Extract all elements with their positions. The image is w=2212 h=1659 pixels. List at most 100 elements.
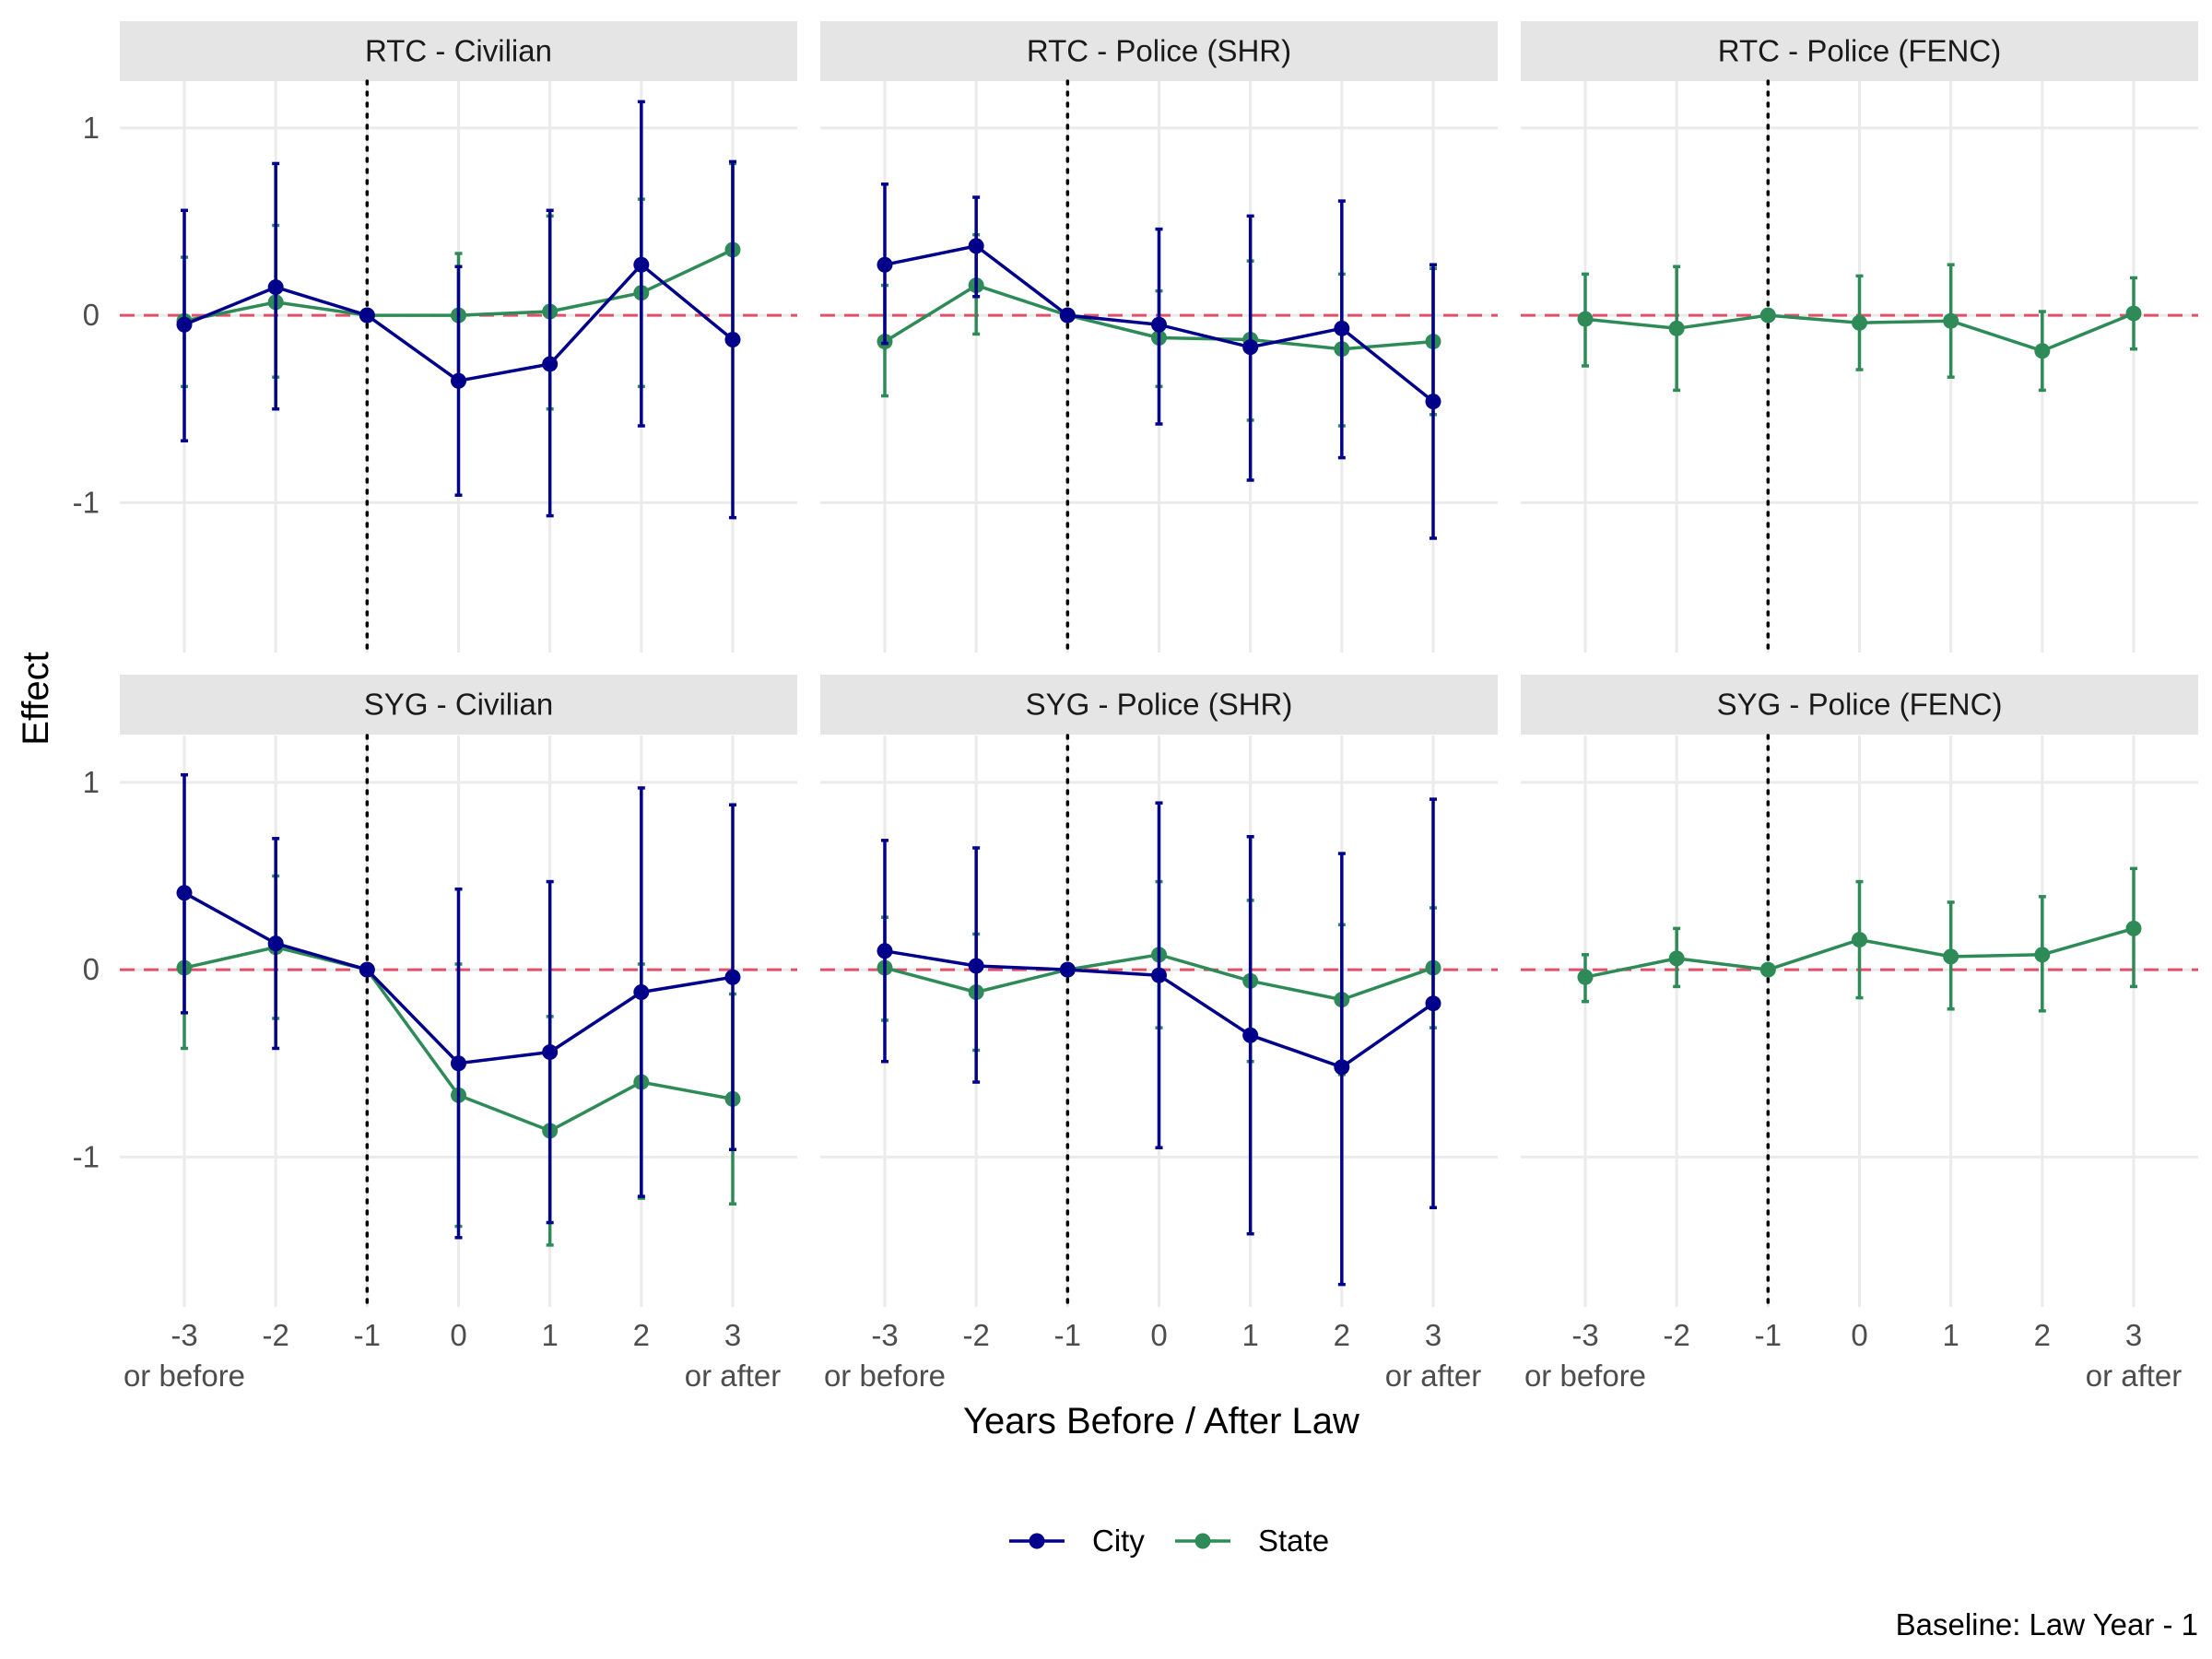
- x-tick-label: 2: [1334, 1318, 1350, 1352]
- x-tick-sublabel: or before: [124, 1359, 245, 1393]
- x-tick-label: -2: [262, 1318, 288, 1352]
- y-tick-label: 0: [83, 952, 100, 986]
- data-point: [1852, 932, 1867, 948]
- x-tick-label: -1: [1755, 1318, 1782, 1352]
- data-point: [724, 969, 741, 985]
- series-city: [176, 772, 741, 1240]
- facet-title: RTC - Civilian: [365, 34, 552, 68]
- x-tick-sublabel: or after: [2086, 1359, 2183, 1393]
- x-tick-label: -3: [1571, 1318, 1598, 1352]
- data-point: [724, 332, 741, 348]
- panel-syg-police-fenc: SYG - Police (FENC) -3 -2 -1 0 1 2 3 or before or…: [1521, 675, 2198, 1393]
- data-point: [877, 256, 893, 273]
- data-point: [1943, 948, 1959, 965]
- facet-strip: [820, 675, 1498, 735]
- legend: City State: [1009, 1524, 1329, 1558]
- data-point: [2125, 920, 2142, 936]
- series-state: [1577, 866, 2142, 1013]
- data-point: [451, 1055, 466, 1072]
- legend-label: City: [1092, 1524, 1145, 1558]
- legend-key-point: [1029, 1533, 1045, 1549]
- x-tick-label: -2: [1663, 1318, 1689, 1352]
- legend-entry-state: State: [1175, 1524, 1329, 1558]
- facet-strip: [1521, 21, 2198, 81]
- panel-rtc-police-shr: RTC - Police (SHR): [820, 21, 1498, 654]
- data-point: [2125, 305, 2142, 322]
- data-point: [176, 885, 193, 901]
- panel-rtc-police-fenc: RTC - Police (FENC): [1521, 21, 2198, 654]
- panel-syg-civilian: SYG - Civilian 1 0 -1 -3 -2 -1 0 1 2 3 or before or …: [73, 675, 797, 1393]
- data-point: [451, 372, 466, 389]
- x-tick-label: -1: [354, 1318, 381, 1352]
- legend-key-point: [1194, 1533, 1211, 1549]
- x-tick-label: 1: [541, 1318, 558, 1352]
- facet-strip: [120, 675, 797, 735]
- data-point: [1425, 995, 1441, 1012]
- x-tick-label: 2: [633, 1318, 650, 1352]
- data-point: [1668, 950, 1685, 967]
- legend-entry-city: City: [1009, 1524, 1145, 1558]
- data-point: [542, 1044, 559, 1061]
- x-tick-label: 1: [1241, 1318, 1258, 1352]
- x-tick-label: 3: [1425, 1318, 1441, 1352]
- facet-title: RTC - Police (SHR): [1027, 34, 1291, 68]
- x-tick-label: -2: [962, 1318, 989, 1352]
- data-point: [633, 256, 650, 273]
- data-point: [267, 935, 284, 952]
- data-point: [1759, 307, 1776, 324]
- data-point: [1759, 961, 1776, 978]
- series-city: [176, 100, 741, 520]
- data-point: [1852, 314, 1867, 331]
- x-tick-label: 0: [1150, 1318, 1167, 1352]
- panel-rtc-civilian: RTC - Civilian 1 0 -1: [73, 21, 797, 654]
- data-point: [1151, 316, 1167, 333]
- data-point: [176, 316, 193, 333]
- y-tick-label: -1: [73, 1139, 100, 1173]
- facet-strip: [1521, 675, 2198, 735]
- x-tick-label: 0: [450, 1318, 466, 1352]
- data-point: [1943, 312, 1959, 329]
- series-city: [877, 797, 1441, 1287]
- panel-syg-police-shr: SYG - Police (SHR) -3 -2 -1 0 1 2 3 or before or …: [820, 675, 1498, 1393]
- data-point: [1151, 967, 1167, 983]
- data-point: [1577, 969, 1594, 985]
- series-state: [1577, 263, 2142, 393]
- facet-title: SYG - Civilian: [364, 688, 553, 722]
- series-city: [877, 182, 1441, 540]
- facet-strip: [120, 21, 797, 81]
- x-tick-sublabel: or before: [1524, 1359, 1646, 1393]
- x-tick-label: -1: [1054, 1318, 1081, 1352]
- data-point: [542, 356, 559, 372]
- x-tick-label: 0: [1851, 1318, 1867, 1352]
- x-tick-sublabel: or before: [824, 1359, 946, 1393]
- x-tick-label: 3: [2125, 1318, 2142, 1352]
- legend-label: State: [1258, 1524, 1329, 1558]
- x-tick-label: 1: [1942, 1318, 1959, 1352]
- data-point: [2034, 343, 2051, 359]
- x-tick-label: 2: [2034, 1318, 2051, 1352]
- data-point: [1059, 961, 1076, 978]
- x-axis-title: Years Before / After Law: [963, 1401, 1359, 1441]
- data-point: [968, 958, 984, 974]
- caption: Baseline: Law Year - 1: [1896, 1607, 2198, 1641]
- data-point: [1242, 1027, 1259, 1043]
- facet-strip: [820, 21, 1498, 81]
- x-tick-label: -3: [171, 1318, 197, 1352]
- data-point: [1668, 320, 1685, 336]
- x-tick-sublabel: or after: [685, 1359, 782, 1393]
- y-tick-label: -1: [73, 485, 100, 519]
- facet-title: SYG - Police (FENC): [1717, 688, 2003, 722]
- data-point: [267, 279, 284, 296]
- data-point: [1577, 311, 1594, 327]
- data-point: [968, 238, 984, 254]
- data-point: [1059, 307, 1076, 324]
- data-point: [1334, 320, 1350, 336]
- data-point: [633, 983, 650, 1000]
- y-axis-title: Effect: [16, 652, 56, 746]
- data-point: [1242, 339, 1259, 356]
- data-point: [1334, 1059, 1350, 1076]
- facet-title: SYG - Police (SHR): [1026, 688, 1293, 722]
- data-point: [359, 961, 375, 978]
- y-tick-label: 0: [83, 298, 100, 332]
